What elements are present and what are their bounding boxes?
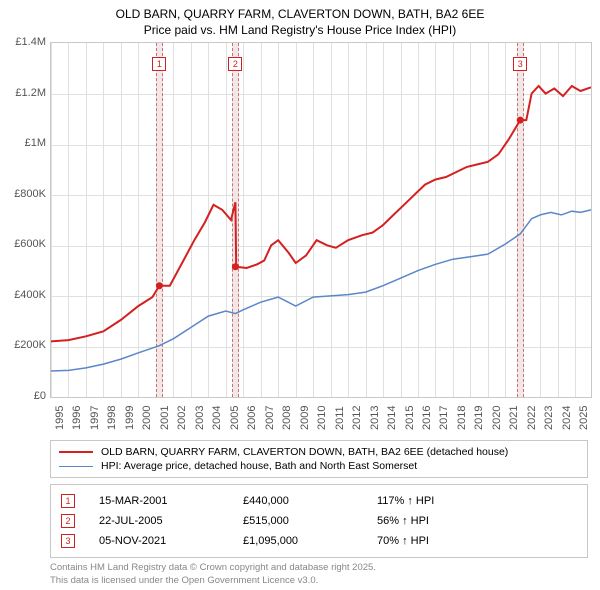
y-tick-label: £600K [4, 238, 46, 250]
legend-row: OLD BARN, QUARRY FARM, CLAVERTON DOWN, B… [59, 445, 579, 459]
y-tick-label: £200K [4, 339, 46, 351]
event-num-box: 3 [61, 534, 75, 548]
y-tick-label: £400K [4, 289, 46, 301]
x-tick-label: 2007 [264, 406, 276, 430]
title-line1: OLD BARN, QUARRY FARM, CLAVERTON DOWN, B… [10, 6, 590, 22]
x-tick-label: 2004 [211, 406, 223, 430]
y-tick-label: £1.4M [4, 36, 46, 48]
legend-row: HPI: Average price, detached house, Bath… [59, 459, 579, 473]
footer-line1: Contains HM Land Registry data © Crown c… [50, 562, 588, 574]
price-chart: 123 [50, 42, 592, 398]
x-tick-label: 1996 [71, 406, 83, 430]
x-tick-label: 1999 [124, 406, 136, 430]
footer-attribution: Contains HM Land Registry data © Crown c… [50, 562, 588, 587]
events-row: 3 05-NOV-2021 £1,095,000 70% ↑ HPI [61, 531, 577, 551]
sale-marker-dot [517, 117, 524, 124]
x-tick-label: 2013 [369, 406, 381, 430]
event-price: £515,000 [243, 515, 353, 527]
chart-title: OLD BARN, QUARRY FARM, CLAVERTON DOWN, B… [0, 0, 600, 40]
y-tick-label: £800K [4, 188, 46, 200]
x-tick-label: 2017 [438, 406, 450, 430]
x-tick-label: 2020 [491, 406, 503, 430]
x-tick-label: 2021 [508, 406, 520, 430]
y-tick-label: £0 [4, 390, 46, 402]
x-tick-label: 2024 [561, 406, 573, 430]
event-date: 15-MAR-2001 [99, 495, 219, 507]
x-tick-label: 1995 [54, 406, 66, 430]
event-date: 22-JUL-2005 [99, 515, 219, 527]
events-row: 1 15-MAR-2001 £440,000 117% ↑ HPI [61, 491, 577, 511]
x-tick-label: 2002 [176, 406, 188, 430]
title-line2: Price paid vs. HM Land Registry's House … [10, 22, 590, 38]
legend-label: HPI: Average price, detached house, Bath… [101, 460, 417, 472]
x-tick-label: 2010 [316, 406, 328, 430]
x-tick-label: 2023 [543, 406, 555, 430]
series-hpi [51, 210, 591, 371]
legend-swatch [59, 466, 93, 468]
x-tick-label: 2014 [386, 406, 398, 430]
footer-line2: This data is licensed under the Open Gov… [50, 575, 588, 587]
y-tick-label: £1.2M [4, 87, 46, 99]
event-num-box: 1 [61, 494, 75, 508]
x-tick-label: 2019 [473, 406, 485, 430]
event-date: 05-NOV-2021 [99, 535, 219, 547]
chart-legend: OLD BARN, QUARRY FARM, CLAVERTON DOWN, B… [50, 440, 588, 478]
x-tick-label: 2015 [404, 406, 416, 430]
x-tick-label: 2006 [246, 406, 258, 430]
x-tick-label: 2022 [526, 406, 538, 430]
x-tick-label: 2025 [578, 406, 590, 430]
x-tick-label: 1998 [106, 406, 118, 430]
chart-svg [51, 43, 591, 397]
x-tick-label: 2011 [334, 407, 346, 431]
x-tick-label: 2016 [421, 406, 433, 430]
x-axis-labels: 1995 1996 1997 1998 1999 2000 2001 2002 2003 2004… [50, 398, 592, 434]
events-row: 2 22-JUL-2005 £515,000 56% ↑ HPI [61, 511, 577, 531]
event-num-box: 2 [61, 514, 75, 528]
x-tick-label: 2005 [229, 406, 241, 430]
x-tick-label: 2001 [159, 406, 171, 430]
sale-marker-dot [156, 283, 163, 290]
x-tick-label: 2018 [456, 406, 468, 430]
event-price: £440,000 [243, 495, 353, 507]
events-table: 1 15-MAR-2001 £440,000 117% ↑ HPI 2 22-JUL-20… [50, 484, 588, 558]
x-tick-label: 2012 [351, 406, 363, 430]
x-tick-label: 2008 [281, 406, 293, 430]
event-hpi: 70% ↑ HPI [377, 535, 577, 547]
event-price: £1,095,000 [243, 535, 353, 547]
sale-marker-dot [232, 264, 239, 271]
x-tick-label: 1997 [89, 406, 101, 430]
legend-label: OLD BARN, QUARRY FARM, CLAVERTON DOWN, B… [101, 446, 508, 458]
y-tick-label: £1M [4, 137, 46, 149]
event-hpi: 56% ↑ HPI [377, 515, 577, 527]
legend-swatch [59, 451, 93, 453]
event-hpi: 117% ↑ HPI [377, 495, 577, 507]
series-price_paid [51, 86, 591, 341]
x-tick-label: 2003 [194, 406, 206, 430]
x-tick-label: 2009 [299, 406, 311, 430]
x-tick-label: 2000 [141, 406, 153, 430]
